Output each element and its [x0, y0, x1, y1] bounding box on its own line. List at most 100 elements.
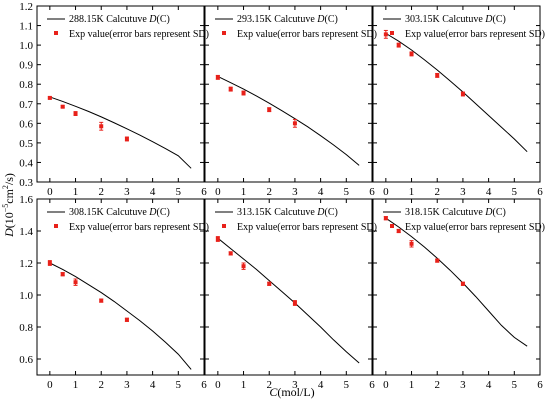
- exp-point: [124, 317, 129, 322]
- legend-point-swatch: [222, 31, 226, 35]
- panel-frame: [204, 198, 373, 376]
- calc-curve: [49, 262, 192, 370]
- y-tick-label: 0.5: [19, 138, 33, 150]
- legend-point-swatch: [54, 224, 58, 228]
- x-tick-label: 2: [266, 186, 272, 198]
- exp-point: [292, 301, 297, 305]
- x-tick-label: 4: [486, 186, 492, 198]
- exp-point: [47, 95, 52, 100]
- legend-exp-label: Exp value(error bars represent SD): [405, 29, 545, 40]
- x-tick-label: 3: [124, 379, 130, 391]
- exp-point: [215, 75, 220, 80]
- exp-point: [460, 92, 465, 96]
- legend-exp-label: Exp value(error bars represent SD): [69, 222, 209, 233]
- calc-curve: [49, 96, 192, 169]
- exp-point: [409, 51, 414, 56]
- x-tick-label: 6: [537, 186, 543, 198]
- x-tick-label: 3: [460, 186, 466, 198]
- x-tick-label: 4: [150, 186, 156, 198]
- y-tick-label: 1.6: [19, 194, 33, 206]
- y-tick-label: 0.4: [19, 157, 33, 169]
- calc-curve: [385, 32, 528, 153]
- panel-frame: [372, 5, 541, 183]
- x-tick-label: 0: [47, 186, 53, 198]
- exp-point: [435, 73, 440, 78]
- exp-point: [215, 237, 220, 241]
- panel-2: 0 1 2 3 4 5 6 293.15K Calcutuve D(C) Exp value(e…: [204, 5, 377, 198]
- x-tick-label: 5: [512, 379, 518, 391]
- y-tick-label: 1.2: [19, 1, 33, 13]
- legend-point-swatch: [222, 224, 226, 228]
- exp-point: [99, 124, 104, 129]
- legend-exp-label: Exp value(error bars represent SD): [69, 29, 209, 40]
- x-tick-label: 2: [266, 379, 272, 391]
- x-tick-label: 4: [318, 379, 324, 391]
- exp-point: [292, 121, 297, 126]
- exp-point: [460, 281, 465, 286]
- x-tick-label: 1: [409, 186, 415, 198]
- panel-3: 0 1 2 3 4 5 6 303.15K Calcutuve D(C) Exp value(e…: [372, 5, 545, 198]
- calc-curve: [217, 237, 360, 364]
- panel-frame: [36, 198, 205, 376]
- x-tick-label: 1: [241, 379, 247, 391]
- y-tick-label: 0.9: [19, 60, 33, 72]
- calc-curve: [217, 75, 360, 166]
- x-tick-label: 3: [460, 379, 466, 391]
- exp-point: [60, 104, 65, 109]
- y-tick-label: 0.3: [19, 177, 33, 189]
- legend-calc-label: 313.15K Calcutuve D(C): [237, 207, 338, 218]
- exp-point: [241, 264, 246, 269]
- calc-curve: [385, 217, 528, 347]
- x-tick-label: 0: [383, 379, 389, 391]
- exp-point: [73, 111, 78, 116]
- x-tick-label: 4: [486, 379, 492, 391]
- x-tick-label: 6: [369, 379, 375, 391]
- x-tick-label: 3: [124, 186, 130, 198]
- y-tick-label: 0.8: [19, 79, 33, 91]
- exp-point: [73, 280, 78, 285]
- exp-point: [435, 258, 440, 263]
- x-tick-label: 5: [176, 186, 182, 198]
- y-axis-label: D(10−5cm2/s): [1, 173, 16, 238]
- panel-4: 0 1 2 3 4 5 6 0.6 0.8 1.0 1.2 1.4 1.6 308.15K Calcutu…: [19, 194, 209, 391]
- y-tick-label: 1.4: [19, 226, 33, 238]
- x-tick-label: 0: [215, 186, 221, 198]
- x-tick-label: 1: [409, 379, 415, 391]
- panel-5: 0 1 2 3 4 5 6 313.15K Calcutuve D(C) Exp value(e…: [204, 198, 377, 391]
- x-tick-label: 0: [47, 379, 53, 391]
- legend-exp-label: Exp value(error bars represent SD): [237, 29, 377, 40]
- y-tick-label: 0.6: [19, 118, 33, 130]
- legend-calc-label: 308.15K Calcutuve D(C): [69, 207, 170, 218]
- chart-panels: 0 1 2 3 4 5 6 0.3 0.4 0.5 0.6 0.7 0.8 0.9 1.0 1.1 1.2 288…: [19, 1, 545, 391]
- exp-point: [47, 261, 52, 265]
- panel-frame: [36, 5, 205, 183]
- panel-frame: [204, 5, 373, 183]
- x-tick-label: 5: [176, 379, 182, 391]
- y-tick-label: 1.2: [19, 258, 33, 270]
- legend-point-swatch: [390, 31, 394, 35]
- x-tick-label: 6: [369, 186, 375, 198]
- x-tick-label: 5: [512, 186, 518, 198]
- y-tick-label: 0.6: [19, 354, 33, 366]
- legend-calc-label: 288.15K Calcutuve D(C): [69, 14, 170, 25]
- exp-point: [99, 298, 104, 303]
- exp-point: [396, 43, 401, 48]
- y-tick-label: 1.1: [19, 21, 33, 33]
- exp-point: [267, 281, 272, 286]
- x-tick-label: 6: [201, 186, 207, 198]
- y-tick-label: 1.0: [19, 40, 33, 52]
- x-tick-label: 1: [73, 186, 79, 198]
- x-tick-label: 5: [344, 379, 350, 391]
- x-tick-label: 6: [201, 379, 207, 391]
- y-tick-label: 1.0: [19, 290, 33, 302]
- x-tick-label: 2: [98, 186, 104, 198]
- panel-frame: [372, 198, 541, 376]
- exp-point: [383, 216, 388, 221]
- x-tick-label: 3: [292, 186, 298, 198]
- x-tick-label: 6: [537, 379, 543, 391]
- exp-point: [228, 87, 233, 92]
- exp-point: [124, 136, 129, 141]
- exp-point: [267, 107, 272, 112]
- legend-exp-label: Exp value(error bars represent SD): [237, 222, 377, 233]
- legend-point-swatch: [54, 31, 58, 35]
